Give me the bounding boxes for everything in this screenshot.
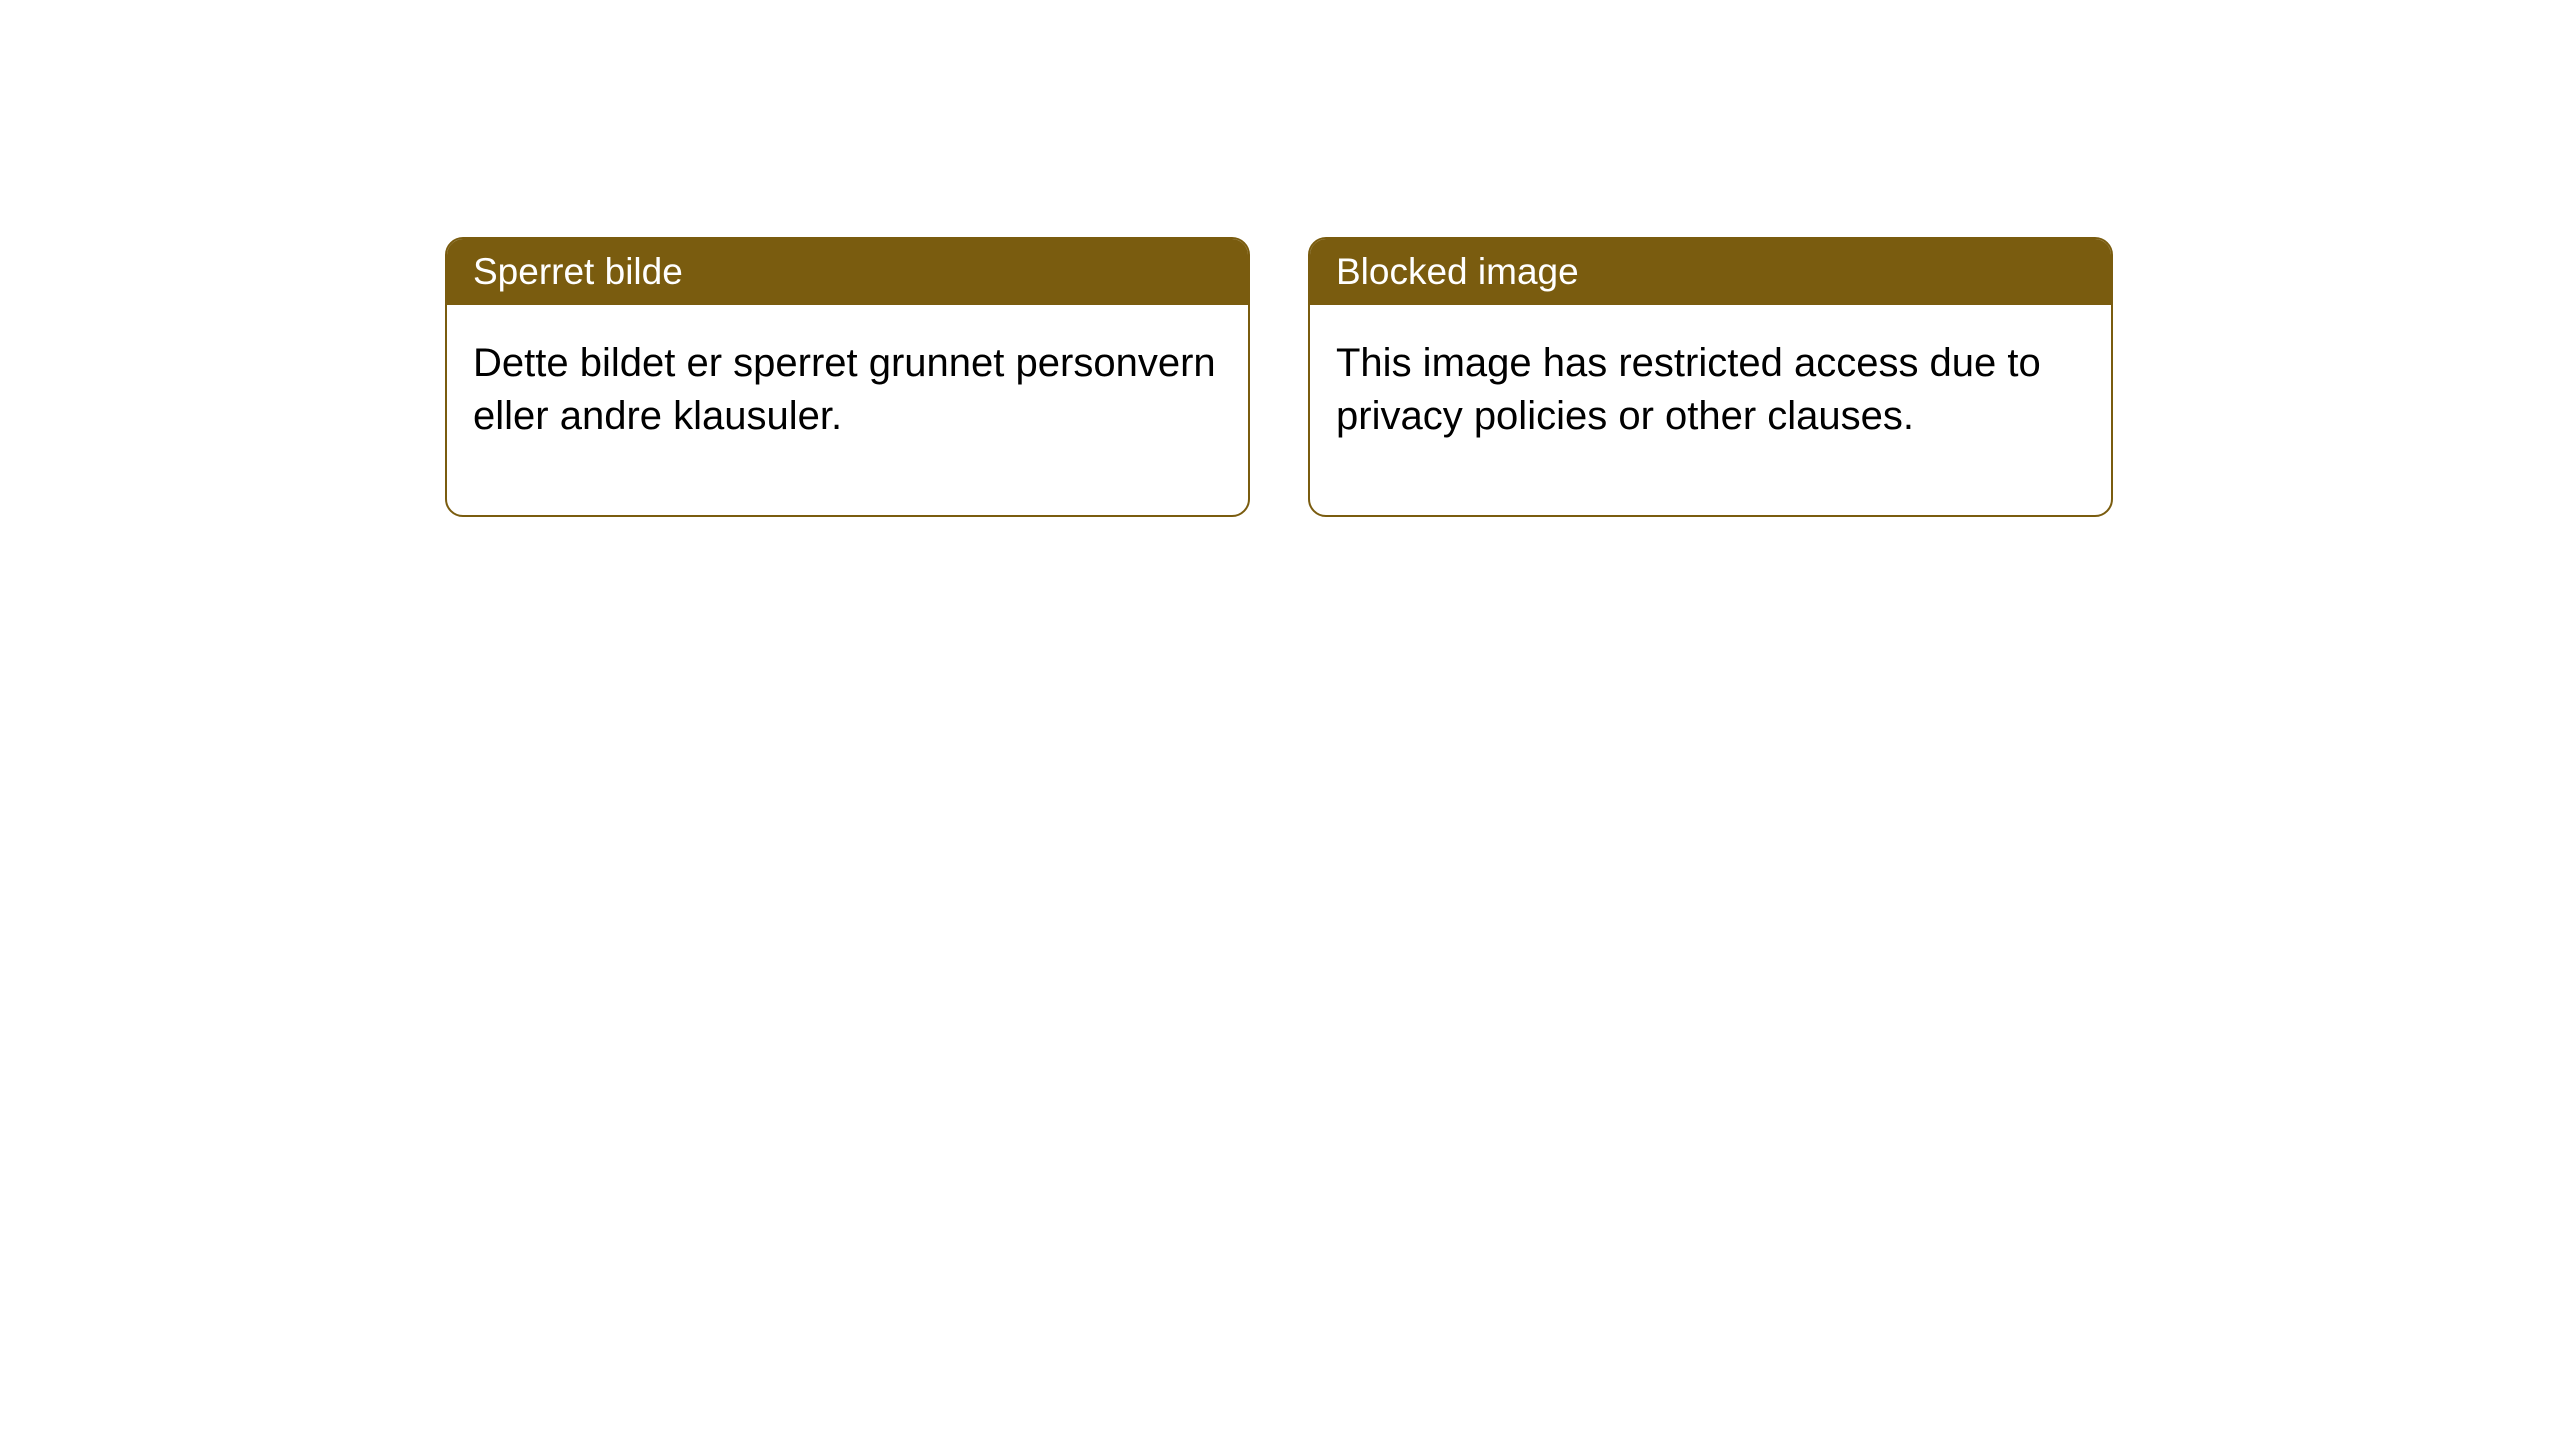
notice-box-norwegian: Sperret bilde Dette bildet er sperret gr… bbox=[445, 237, 1250, 517]
notice-box-english: Blocked image This image has restricted … bbox=[1308, 237, 2113, 517]
notice-title: Sperret bilde bbox=[473, 251, 683, 292]
notice-body: This image has restricted access due to … bbox=[1310, 305, 2111, 515]
notice-title: Blocked image bbox=[1336, 251, 1579, 292]
notice-text: This image has restricted access due to … bbox=[1336, 341, 2041, 438]
notice-text: Dette bildet er sperret grunnet personve… bbox=[473, 341, 1216, 438]
notice-header: Blocked image bbox=[1310, 239, 2111, 305]
notice-container: Sperret bilde Dette bildet er sperret gr… bbox=[445, 237, 2113, 517]
notice-body: Dette bildet er sperret grunnet personve… bbox=[447, 305, 1248, 515]
notice-header: Sperret bilde bbox=[447, 239, 1248, 305]
